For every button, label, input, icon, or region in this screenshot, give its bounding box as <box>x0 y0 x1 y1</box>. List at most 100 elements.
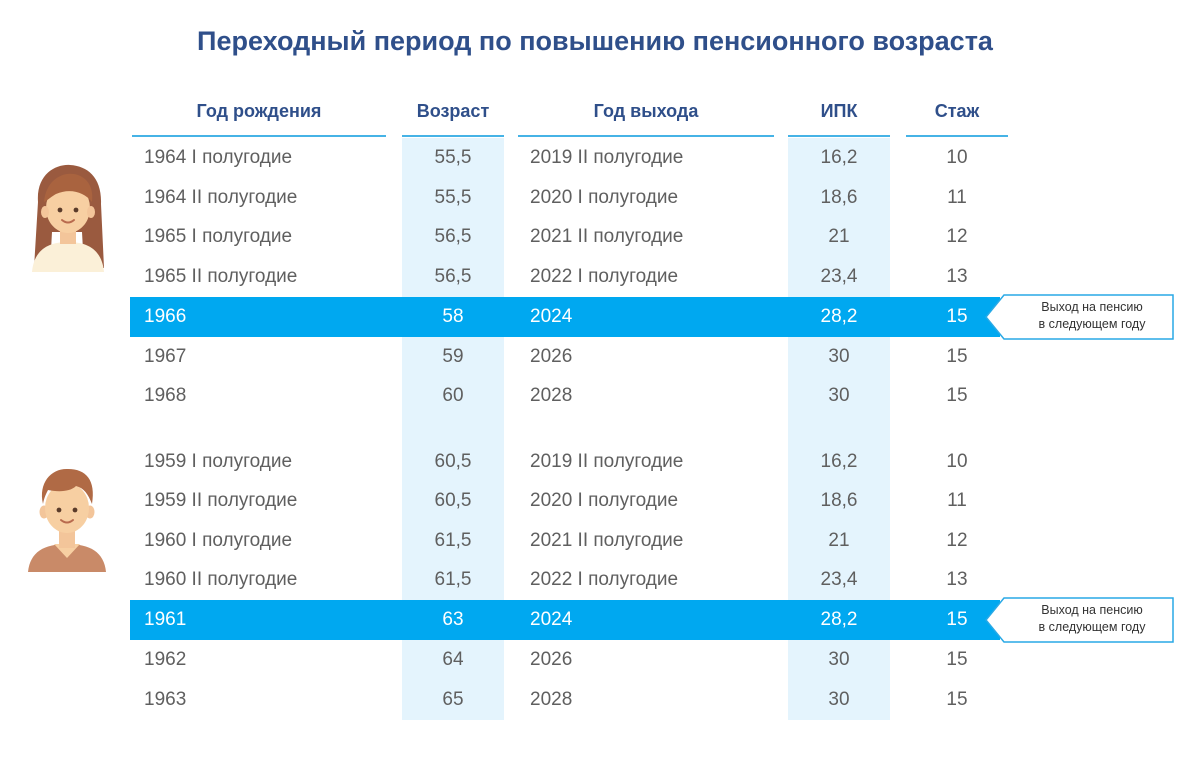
age-cell: 56,5 <box>434 266 472 287</box>
birth-year-cell: 1965 II полугодие <box>144 266 298 287</box>
stazh-cell: 15 <box>946 649 968 670</box>
men-callout: Выход на пенсию в следующем году <box>984 597 1174 643</box>
birth-year-cell: 1963 <box>144 689 187 710</box>
age-cell: 61,5 <box>434 569 472 590</box>
header-stazh: Стаж <box>906 101 1008 137</box>
exit-year-cell: 2028 <box>530 385 573 406</box>
birth-year-cell: 1968 <box>144 385 187 406</box>
ipk-cell: 30 <box>828 346 850 367</box>
header-age: Возраст <box>402 101 504 137</box>
birth-year-cell: 1966 <box>144 306 187 327</box>
table-row: 1965 II полугодие 56,5 2022 I полугодие … <box>130 257 1000 297</box>
highlighted-table-row: 1966 58 2024 28,2 15 <box>130 297 1000 337</box>
stazh-cell: 15 <box>946 609 968 630</box>
ipk-cell: 28,2 <box>820 609 858 630</box>
age-cell: 60,5 <box>434 490 472 511</box>
exit-year-cell: 2024 <box>530 306 573 327</box>
table-row: 1962 64 2026 30 15 <box>130 640 1000 680</box>
exit-year-cell: 2028 <box>530 689 573 710</box>
table-row: 1964 II полугодие 55,5 2020 I полугодие … <box>130 178 1000 218</box>
table-row: 1967 59 2026 30 15 <box>130 337 1000 377</box>
exit-year-cell: 2021 II полугодие <box>530 226 684 247</box>
stazh-cell: 15 <box>946 306 968 327</box>
birth-year-cell: 1967 <box>144 346 187 367</box>
birth-year-cell: 1961 <box>144 609 187 630</box>
age-cell: 59 <box>442 346 464 367</box>
birth-year-cell: 1962 <box>144 649 187 670</box>
birth-year-cell: 1960 I полугодие <box>144 530 293 551</box>
man-avatar-icon <box>24 466 110 579</box>
birth-year-cell: 1965 I полугодие <box>144 226 293 247</box>
callout-line-2: в следующем году <box>1038 620 1146 634</box>
ipk-cell: 28,2 <box>820 306 858 327</box>
header-ipk: ИПК <box>788 101 890 137</box>
exit-year-cell: 2020 I полугодие <box>530 187 679 208</box>
stazh-cell: 15 <box>946 385 968 406</box>
exit-year-cell: 2022 I полугодие <box>530 266 679 287</box>
table-row: 1963 65 2028 30 15 <box>130 680 1000 720</box>
stazh-cell: 13 <box>946 569 968 590</box>
exit-year-cell: 2019 II полугодие <box>530 147 684 168</box>
ipk-cell: 23,4 <box>820 569 858 590</box>
stazh-cell: 11 <box>947 490 967 511</box>
stazh-cell: 10 <box>946 147 968 168</box>
ipk-cell: 16,2 <box>820 451 858 472</box>
age-cell: 64 <box>442 649 464 670</box>
callout-text: Выход на пенсию в следующем году <box>1014 299 1170 333</box>
stazh-cell: 13 <box>946 266 968 287</box>
stazh-cell: 10 <box>946 451 968 472</box>
callout-line-1: Выход на пенсию <box>1041 603 1143 617</box>
highlighted-table-row: 1961 63 2024 28,2 15 <box>130 600 1000 640</box>
table-row: 1960 II полугодие 61,5 2022 I полугодие … <box>130 560 1000 600</box>
exit-year-cell: 2019 II полугодие <box>530 451 684 472</box>
age-cell: 56,5 <box>434 226 472 247</box>
ipk-cell: 30 <box>828 385 850 406</box>
callout-line-1: Выход на пенсию <box>1041 300 1143 314</box>
age-cell: 60,5 <box>434 451 472 472</box>
exit-year-cell: 2026 <box>530 346 573 367</box>
exit-year-cell: 2026 <box>530 649 573 670</box>
ipk-cell: 23,4 <box>820 266 858 287</box>
exit-year-cell: 2020 I полугодие <box>530 490 679 511</box>
callout-line-2: в следующем году <box>1038 317 1146 331</box>
age-cell: 58 <box>442 306 464 327</box>
table-row: 1960 I полугодие 61,5 2021 II полугодие … <box>130 521 1000 561</box>
age-cell: 63 <box>442 609 464 630</box>
table-row: 1959 II полугодие 60,5 2020 I полугодие … <box>130 481 1000 521</box>
header-birth-year: Год рождения <box>132 101 386 137</box>
exit-year-cell: 2022 I полугодие <box>530 569 679 590</box>
age-cell: 55,5 <box>434 187 472 208</box>
exit-year-cell: 2024 <box>530 609 573 630</box>
age-cell: 60 <box>442 385 464 406</box>
header-exit-year: Год выхода <box>518 101 774 137</box>
ipk-cell: 18,6 <box>820 490 858 511</box>
birth-year-cell: 1959 I полугодие <box>144 451 293 472</box>
birth-year-cell: 1959 II полугодие <box>144 490 298 511</box>
table-row: 1964 I полугодие 55,5 2019 II полугодие … <box>130 138 1000 178</box>
table-row: 1959 I полугодие 60,5 2019 II полугодие … <box>130 442 1000 482</box>
stazh-cell: 12 <box>946 226 968 247</box>
birth-year-cell: 1964 II полугодие <box>144 187 298 208</box>
stazh-cell: 12 <box>946 530 968 551</box>
women-callout: Выход на пенсию в следующем году <box>984 294 1174 340</box>
woman-avatar-icon <box>26 162 110 277</box>
stazh-cell: 11 <box>947 187 967 208</box>
callout-text: Выход на пенсию в следующем году <box>1014 602 1170 636</box>
age-cell: 61,5 <box>434 530 472 551</box>
callout-arrow-shape <box>985 294 1174 340</box>
table-row: 1965 I полугодие 56,5 2021 II полугодие … <box>130 217 1000 257</box>
ipk-cell: 21 <box>828 226 850 247</box>
age-cell: 55,5 <box>434 147 472 168</box>
ipk-cell: 30 <box>828 649 850 670</box>
ipk-cell: 16,2 <box>820 147 858 168</box>
callout-arrow-shape <box>985 597 1174 643</box>
age-cell: 65 <box>442 689 464 710</box>
stazh-cell: 15 <box>946 689 968 710</box>
ipk-cell: 30 <box>828 689 850 710</box>
birth-year-cell: 1964 I полугодие <box>144 147 293 168</box>
birth-year-cell: 1960 II полугодие <box>144 569 298 590</box>
ipk-cell: 18,6 <box>820 187 858 208</box>
page-title: Переходный период по повышению пенсионно… <box>197 26 993 56</box>
exit-year-cell: 2021 II полугодие <box>530 530 684 551</box>
stazh-cell: 15 <box>946 346 968 367</box>
